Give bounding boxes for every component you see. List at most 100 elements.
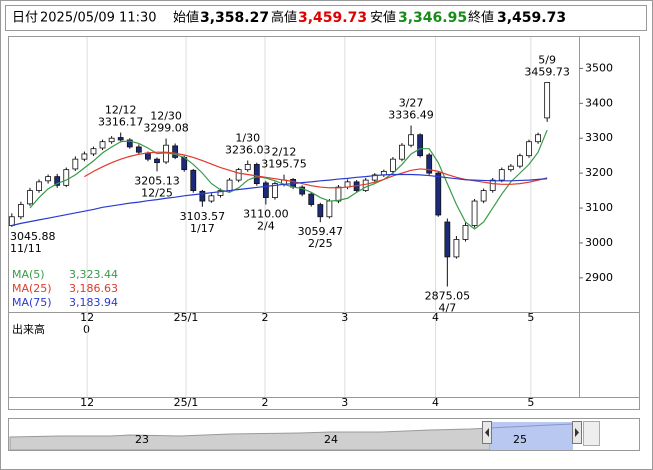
legend-value: 3,183.94 (69, 296, 118, 309)
annotation-date: 2/12 (272, 146, 297, 159)
candle-body (544, 82, 551, 119)
scroll-end[interactable] (583, 421, 600, 446)
candle-body (217, 190, 224, 196)
annotation-date: 2/25 (308, 237, 333, 250)
candle-body (471, 200, 478, 226)
annotation-value: 3045.88 (10, 230, 56, 243)
candle-body (399, 144, 405, 160)
volume-label: 出来高 (12, 322, 45, 336)
candle-body (36, 181, 42, 191)
legend-name: MA(75) (12, 296, 52, 309)
annotation-value: 3110.00 (243, 208, 289, 221)
annotation-value: 3459.73 (524, 65, 570, 78)
candle-body (408, 134, 414, 146)
candle-body (117, 137, 124, 141)
candle-body (90, 148, 97, 155)
candle-body (426, 154, 433, 174)
header-date: 2025/05/09 11:30 (40, 11, 157, 26)
y-tick-label: 3300 (585, 131, 613, 144)
header-value: 3,459.73 (497, 10, 566, 26)
candle-body (235, 169, 242, 181)
candle-body (208, 195, 215, 202)
y-tick-label: 3100 (585, 201, 613, 214)
candle-body (526, 141, 532, 157)
candle-body (417, 134, 424, 157)
candle-body (535, 134, 541, 143)
candle-body (435, 172, 442, 216)
ma-line (11, 173, 548, 227)
y-tick-label: 3400 (585, 96, 613, 109)
header-label: 終値 (468, 10, 494, 26)
candle-body (253, 164, 260, 184)
candle-body (444, 221, 451, 258)
x-tick-label: 4 (432, 311, 439, 324)
header-value: 3,346.95 (398, 10, 467, 26)
candle-body (262, 182, 269, 198)
annotation-date: 1/17 (190, 222, 215, 235)
candle-body (462, 225, 469, 240)
legend-value: 3,186.63 (69, 282, 118, 295)
candle-body (272, 183, 278, 198)
candle-body (108, 137, 115, 143)
header-label: 高値 (271, 10, 297, 26)
x-tick-label: 12 (80, 311, 94, 324)
annotation-date: 12/12 (105, 104, 137, 117)
header-label: 安値 (370, 10, 396, 26)
annotation-value: 3103.57 (180, 210, 226, 223)
header-box (5, 5, 647, 31)
annotation-date: 12/25 (141, 186, 173, 199)
y-tick-label: 3000 (585, 236, 613, 249)
candle-body (371, 174, 378, 181)
candle-body (299, 186, 306, 195)
candle-body (317, 204, 324, 218)
annotation-value: 3316.17 (98, 116, 144, 129)
annotation-value: 3236.03 (225, 144, 271, 157)
chart-frame (8, 36, 640, 410)
annotation-date: 1/30 (235, 132, 260, 145)
candle-body (335, 186, 342, 202)
annotation-date: 4/7 (438, 302, 456, 315)
legend-value: 3,323.44 (69, 268, 118, 281)
candle-body (63, 169, 70, 186)
x-tick-label: 25/1 (174, 396, 199, 409)
candle-body (154, 158, 160, 164)
x-tick-label: 4 (432, 396, 439, 409)
annotation-value: 3205.13 (134, 174, 180, 187)
annotation-value: 3059.47 (298, 225, 344, 238)
candle-body (126, 139, 133, 148)
candle-body (362, 179, 369, 191)
annotation-value: 3195.75 (261, 158, 307, 171)
candle-body (199, 190, 206, 202)
candle-body (45, 176, 52, 182)
candle-body (17, 204, 24, 218)
candle-body (480, 190, 487, 202)
candle-body (489, 179, 496, 191)
x-tick-label: 25/1 (174, 311, 199, 324)
x-tick-label: 5 (527, 311, 534, 324)
candle-body (326, 200, 333, 218)
y-tick-label: 3200 (585, 166, 613, 179)
annotation-date: 5/9 (538, 53, 556, 66)
annotation-date: 12/30 (150, 110, 182, 123)
x-tick-label: 3 (341, 311, 348, 324)
header-label: 日付 (12, 11, 38, 26)
candle-body (8, 216, 15, 226)
candle-body (308, 193, 315, 205)
annotation-value: 3299.08 (143, 122, 189, 135)
ma-line (29, 129, 548, 230)
y-tick-label: 3500 (585, 61, 613, 74)
scroll-arrow (575, 428, 579, 437)
annotation-date: 2/4 (257, 220, 275, 233)
legend-name: MA(25) (12, 282, 52, 295)
candle-body (27, 190, 33, 205)
x-tick-label: 3 (341, 396, 348, 409)
candle-body (453, 239, 460, 258)
annotation-value: 3336.49 (388, 108, 434, 121)
candle-body (390, 158, 396, 172)
volume-value: 0 (83, 323, 90, 336)
navigator-label: 24 (324, 433, 338, 446)
candle-body (145, 152, 151, 160)
candle-body (517, 155, 523, 167)
